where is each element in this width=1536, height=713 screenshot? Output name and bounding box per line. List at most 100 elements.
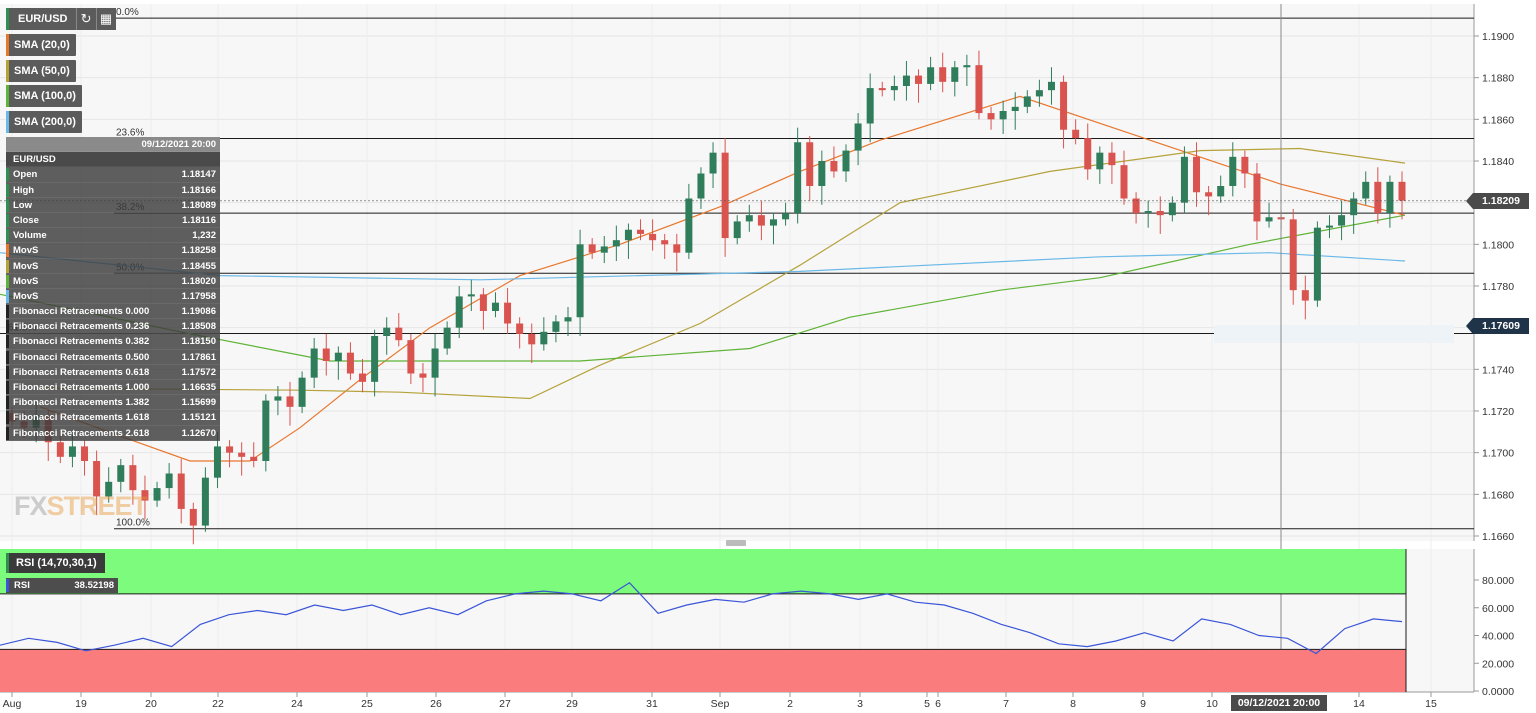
candle-body (1156, 211, 1164, 216)
calendar-icon[interactable]: ▦ (95, 8, 116, 30)
candle-body (1084, 138, 1092, 170)
candle (1374, 167, 1382, 224)
candle-body (443, 327, 451, 349)
candle (1386, 175, 1394, 228)
row-label: Low (13, 199, 32, 211)
data-window-row: MovS 1.18020 (6, 274, 220, 289)
candle-body (516, 323, 524, 334)
candle-body (818, 161, 826, 186)
candle (854, 113, 862, 166)
y-tick-label: 1.1900 (1482, 31, 1514, 43)
candle-body (213, 446, 221, 478)
candle-body (467, 294, 475, 297)
candle-body (407, 340, 415, 374)
candle (576, 229, 584, 336)
rsi-overbought-zone (0, 549, 1406, 594)
candle-body (274, 396, 282, 401)
candle-body (1120, 165, 1128, 199)
candle (624, 223, 632, 259)
symbol-selector[interactable]: EUR/USD (6, 8, 76, 30)
data-window-row: Fibonacci Retracements 0.000 1.19086 (6, 304, 220, 320)
candle (1301, 275, 1309, 320)
candle-body (419, 373, 427, 378)
candle-body (866, 88, 874, 124)
x-tick-label: 7 (1003, 698, 1009, 710)
fxstreet-logo: FXSTREET (14, 491, 148, 521)
indicator-tag-2[interactable]: SMA (100,0) (6, 85, 82, 107)
candle (346, 342, 354, 380)
candle-body (1144, 211, 1152, 214)
candle (806, 136, 814, 201)
candle-body (975, 65, 983, 114)
candle (189, 502, 197, 545)
data-window-title: EUR/USD (6, 152, 220, 168)
candle (81, 440, 89, 476)
candle-body (963, 65, 971, 68)
candle (1193, 142, 1201, 207)
row-value: 1.18166 (181, 184, 216, 196)
candle (1108, 142, 1116, 184)
candle-body (129, 465, 137, 491)
y-tick-label: 1.1800 (1482, 239, 1514, 251)
data-window-row: Close 1.18116 (6, 213, 220, 229)
refresh-icon[interactable]: ↻ (75, 8, 96, 30)
candle-body (1035, 90, 1043, 97)
candle-body (431, 348, 439, 378)
indicator-tag-0[interactable]: SMA (20,0) (6, 34, 76, 56)
row-label: Fibonacci Retracements 1.000 (13, 382, 150, 393)
candle (782, 202, 790, 226)
candle (528, 323, 536, 364)
candle (1265, 202, 1273, 228)
data-window-row: Fibonacci Retracements 0.500 1.17861 (6, 350, 220, 365)
candle-body (709, 152, 717, 174)
current-price-label: 1.18209 (1466, 192, 1529, 209)
candle-body (1217, 186, 1225, 197)
row-value: 1.15121 (181, 412, 216, 424)
candle (467, 279, 475, 311)
x-tick-label: 26 (430, 698, 442, 710)
x-tick-label: 2 (787, 698, 793, 710)
candle-body (902, 75, 910, 86)
row-value: 1.17958 (181, 290, 216, 302)
data-window-row: MovS 1.17958 (6, 289, 220, 305)
data-window-row: Fibonacci Retracements 1.382 1.15699 (6, 395, 220, 411)
candle (1289, 208, 1297, 305)
candle (516, 317, 524, 349)
candle-body (661, 240, 669, 245)
indicator-tag-3[interactable]: SMA (200,0) (6, 110, 82, 133)
candle-body (830, 161, 838, 172)
candle (226, 440, 234, 468)
candle-body (1398, 181, 1406, 201)
x-tick-label: 14 (1353, 698, 1365, 710)
candle (383, 317, 391, 355)
candle-body (987, 113, 995, 120)
candle (745, 204, 753, 232)
y-tick-label: 1.1720 (1482, 406, 1514, 418)
candle (1120, 150, 1128, 205)
indicator-tag-1[interactable]: SMA (50,0) (6, 59, 76, 82)
candle-body (588, 244, 596, 253)
candle-body (612, 240, 620, 247)
rsi-y-tick-label: 80.000 (1482, 575, 1514, 587)
candle-body (1325, 225, 1333, 228)
candle-body (624, 229, 632, 241)
candle-body (491, 302, 499, 311)
candle (540, 317, 548, 351)
candle-body (1301, 290, 1309, 301)
x-tick-label: Sep (711, 698, 730, 710)
candle-body (854, 123, 862, 151)
candle-body (1108, 152, 1116, 166)
candle-body (310, 348, 318, 378)
candle (564, 306, 572, 336)
candle (1023, 90, 1031, 114)
candle-body (479, 294, 487, 311)
symbol-bar: EUR/USD ↻ ▦ (6, 8, 116, 30)
y-tick-label: 1.1680 (1482, 489, 1514, 501)
row-value: 1.18150 (181, 336, 216, 348)
row-value: 1.17572 (181, 366, 216, 378)
x-tick-label: 31 (646, 698, 658, 710)
candle-body (1132, 198, 1140, 214)
candle (443, 321, 451, 355)
rsi-indicator-tag[interactable]: RSI (14,70,30,1) (6, 553, 105, 573)
